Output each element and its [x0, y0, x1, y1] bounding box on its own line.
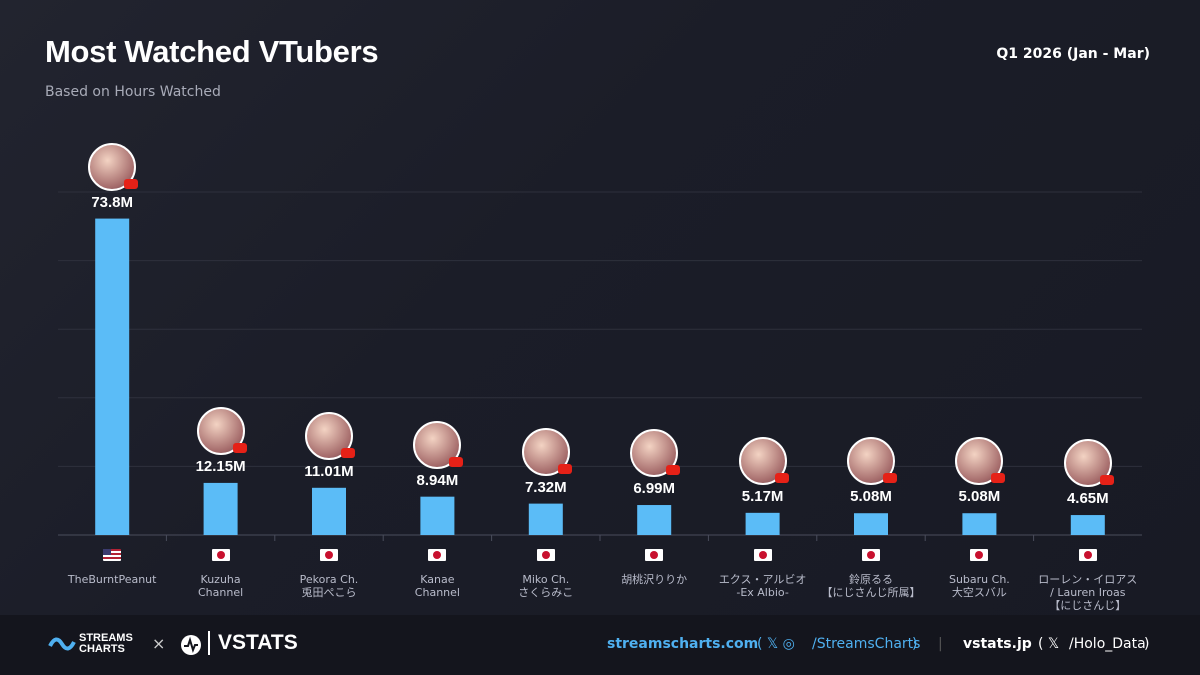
bar — [203, 482, 238, 535]
platform-icon — [666, 465, 681, 476]
value-label: 8.94M — [416, 471, 459, 489]
x-tick-label: 胡桃沢りりか — [621, 573, 688, 586]
x-tick-label: Miko Ch. さくらみこ — [518, 573, 574, 599]
platform-icon — [883, 473, 897, 484]
brand-vstats: VSTATS — [208, 631, 298, 655]
social-handle[interactable]: /StreamsCharts — [812, 636, 921, 652]
avatar — [305, 411, 353, 460]
country-flag — [211, 549, 230, 561]
avatar — [1063, 439, 1112, 488]
bar — [528, 503, 563, 535]
value-label: 4.65M — [1066, 490, 1109, 508]
x-tick-label: Kanae Channel — [414, 573, 460, 599]
platform-icon — [341, 447, 355, 458]
value-label: 73.8M — [91, 193, 134, 211]
x-tick-label: エクス・アルビオ -Ex Albio- — [718, 573, 807, 599]
bar — [854, 513, 888, 535]
platform-icon — [232, 442, 247, 453]
social-icons: ( 𝕏 — [1038, 636, 1060, 652]
site-link[interactable]: vstats.jp — [963, 636, 1032, 652]
value-label: 6.99M — [633, 480, 676, 498]
brand-separator: × — [152, 634, 166, 653]
bar — [420, 496, 455, 535]
vstats-logo — [181, 635, 201, 655]
country-flag — [862, 549, 880, 561]
platform-icon — [991, 473, 1006, 484]
country-flag — [536, 549, 555, 561]
bar — [95, 218, 130, 535]
value-label: 5.08M — [850, 488, 892, 506]
country-flag — [1078, 549, 1097, 561]
bar — [637, 505, 672, 535]
value-label: 11.01M — [304, 462, 354, 480]
x-tick-label: ローレン・イロアス / Lauren Iroas 【にじさんじ】 — [1038, 573, 1138, 612]
country-flag — [753, 549, 772, 561]
bar — [962, 513, 997, 535]
platform-icon — [1099, 475, 1114, 486]
x-tick-label: TheBurntPeanut — [67, 573, 157, 586]
value-label: 5.08M — [958, 488, 1001, 506]
brand-streams-charts: STREAMS CHARTS — [79, 632, 133, 655]
paren: ) — [912, 636, 918, 652]
country-flag — [645, 549, 664, 561]
x-tick-label: Pekora Ch. 兎田ぺこら — [299, 573, 359, 599]
divider: | — [938, 636, 943, 652]
value-label: 5.17M — [741, 487, 784, 505]
x-tick-label: 鈴原るる 【にじさんじ所属】 — [821, 573, 921, 599]
site-link[interactable]: streamscharts.com — [607, 636, 759, 652]
bar — [745, 512, 780, 535]
value-label: 7.32M — [524, 478, 567, 496]
avatar — [521, 427, 570, 476]
streams-charts-logo — [48, 637, 76, 651]
paren: ) — [1144, 636, 1150, 652]
chart-subtitle: Based on Hours Watched — [45, 84, 221, 100]
platform-icon — [774, 472, 789, 483]
platform-icon — [557, 463, 572, 474]
country-flag — [970, 549, 989, 561]
country-flag — [320, 549, 338, 561]
bar — [312, 487, 346, 535]
chart-title: Most Watched VTubers — [45, 34, 379, 69]
bar — [1070, 515, 1105, 535]
x-tick-label: Subaru Ch. 大空スバル — [948, 573, 1010, 599]
country-flag — [103, 549, 122, 561]
period-label: Q1 2026 (Jan - Mar) — [996, 46, 1150, 62]
country-flag — [428, 549, 447, 561]
value-label: 12.15M — [195, 457, 246, 475]
platform-icon — [124, 178, 139, 189]
x-tick-label: Kuzuha Channel — [198, 573, 244, 599]
social-handle[interactable]: /Holo_Data — [1069, 636, 1146, 652]
platform-icon — [449, 456, 464, 467]
social-icons: ( 𝕏 ◎ — [757, 636, 795, 652]
